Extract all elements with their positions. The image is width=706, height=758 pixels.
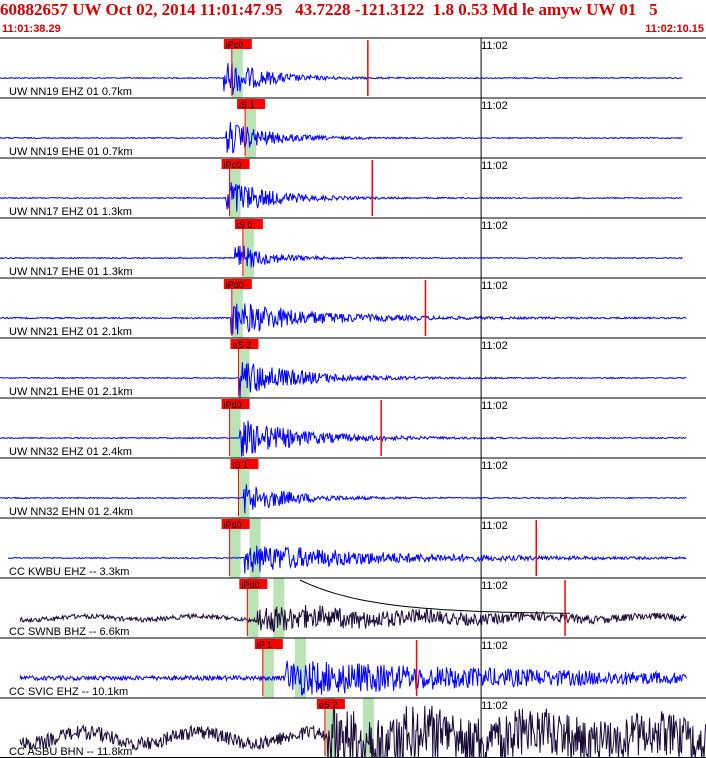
pick-band	[249, 518, 261, 578]
pick-label: iPc0	[224, 160, 242, 170]
pick-flag	[239, 579, 268, 589]
station-label: UW NN32 EHN 01 2.4km	[9, 506, 133, 518]
station-label: CC SWNB BHZ -- 6.6km	[9, 626, 129, 638]
trace-row-7: 11:02 iPd0 UW NN32 EHZ 01 2.4km	[0, 397, 706, 458]
pick-label: iP 1	[257, 640, 272, 650]
station-label: UW NN21 EHE 01 2.1km	[9, 386, 132, 398]
pick-flag	[237, 99, 266, 109]
pick-band	[229, 518, 241, 578]
waveform	[7, 545, 687, 574]
time-mark-label: 11:02	[481, 700, 508, 712]
waveform	[0, 484, 687, 514]
pick-flag	[221, 159, 250, 169]
pick-band	[231, 38, 243, 98]
trace-row-1: 11:02 iPc0 UW NN19 EHZ 01 0.7km	[0, 37, 706, 98]
waveform	[0, 122, 683, 154]
pick-label: iS 0	[237, 220, 253, 230]
time-mark-label: 11:02	[481, 100, 508, 112]
pick-band	[262, 638, 274, 698]
trace-row-9: 11:02 iPd0 CC KWBU EHZ -- 3.3km	[0, 517, 706, 578]
station-label: UW NN21 EHZ 01 2.1km	[9, 326, 132, 338]
trace-row-10: 11:02 iPd0 CC SWNB BHZ -- 6.6km	[0, 577, 706, 638]
station-label: UW NN19 EHE 01 0.7km	[9, 146, 132, 158]
station-label: UW NN17 EHZ 01 1.3km	[9, 206, 132, 218]
time-mark-label: 11:02	[481, 40, 508, 52]
trace-row-12: 11:02 eS 2 CC ASBU BHN -- 11.8km	[0, 697, 706, 758]
trace-row-6: 11:02 eS 2 UW NN21 EHE 01 2.1km	[0, 337, 706, 398]
pick-label: eS 2	[319, 700, 338, 710]
trace-row-8: 11:02 iS 1 UW NN32 EHN 01 2.4km	[0, 457, 706, 518]
pick-band	[294, 638, 306, 698]
pick-label: iPc0	[226, 40, 244, 50]
pick-band	[362, 698, 374, 758]
trace-row-5: 11:02 iPd0 UW NN21 EHZ 01 2.1km	[0, 277, 706, 338]
pick-label: iS 1	[239, 100, 255, 110]
pick-band	[245, 98, 257, 158]
pick-flag	[230, 339, 259, 349]
pick-label: iPd0	[226, 280, 244, 290]
time-mark-label: 11:02	[481, 340, 508, 352]
waveform	[0, 62, 683, 95]
trace-row-4: 11:02 iS 0 UW NN17 EHE 01 1.3km	[0, 217, 706, 278]
station-label: UW NN32 EHZ 01 2.4km	[9, 446, 132, 458]
pick-label: iS 1	[232, 460, 248, 470]
waveform	[19, 705, 706, 758]
trace-row-3: 11:02 iPc0 UW NN17 EHZ 01 1.3km	[0, 157, 706, 218]
start-time: 11:01:38.29	[2, 23, 61, 35]
pick-label: iPd0	[224, 520, 242, 530]
time-mark-label: 11:02	[481, 220, 508, 232]
time-mark-label: 11:02	[481, 580, 508, 592]
station-label: CC SVIC EHZ -- 10.1km	[9, 686, 128, 698]
time-mark-label: 11:02	[481, 520, 508, 532]
waveform	[0, 245, 683, 268]
trace-row-2: 11:02 iS 1 UW NN19 EHE 01 0.7km	[0, 97, 706, 158]
pick-flag	[230, 459, 259, 469]
pick-band	[238, 338, 250, 398]
pick-flag	[234, 219, 263, 229]
waveform	[0, 182, 683, 212]
coda-trend-line	[299, 579, 571, 614]
pick-band	[324, 698, 336, 758]
pick-flag	[254, 639, 283, 649]
pick-flag	[223, 39, 252, 49]
pick-flag	[221, 519, 250, 529]
pick-band	[238, 458, 250, 518]
end-time: 11:02:10.15	[645, 23, 704, 35]
pick-band	[273, 578, 285, 638]
station-label: UW NN19 EHZ 01 0.7km	[9, 86, 132, 98]
time-mark-label: 11:02	[481, 160, 508, 172]
pick-flag	[316, 699, 345, 709]
header: 60882657 UW Oct 02, 2014 11:01:47.95 43.…	[0, 0, 706, 38]
pick-label: iPd0	[224, 400, 242, 410]
pick-flag	[221, 399, 250, 409]
waveform	[0, 362, 687, 398]
time-mark-label: 11:02	[481, 400, 508, 412]
station-label: CC ASBU BHN -- 11.8km	[9, 746, 132, 758]
trace-row-11: 11:02 iP 1 CC SVIC EHZ -- 10.1km	[0, 637, 706, 698]
pick-band	[247, 578, 259, 638]
waveform	[19, 604, 687, 633]
pick-label: iPd0	[241, 580, 259, 590]
time-mark-label: 11:02	[481, 280, 508, 292]
event-title: 60882657 UW Oct 02, 2014 11:01:47.95 43.…	[0, 0, 658, 19]
pick-flag	[223, 279, 252, 289]
pick-label: eS 2	[232, 340, 251, 350]
waveform	[19, 660, 687, 696]
time-mark-label: 11:02	[481, 460, 508, 472]
pick-band	[229, 398, 241, 458]
station-label: CC KWBU EHZ -- 3.3km	[9, 566, 129, 578]
station-label: UW NN17 EHE 01 1.3km	[9, 266, 132, 278]
waveform	[0, 420, 687, 457]
time-mark-label: 11:02	[481, 640, 508, 652]
waveform	[0, 303, 687, 335]
